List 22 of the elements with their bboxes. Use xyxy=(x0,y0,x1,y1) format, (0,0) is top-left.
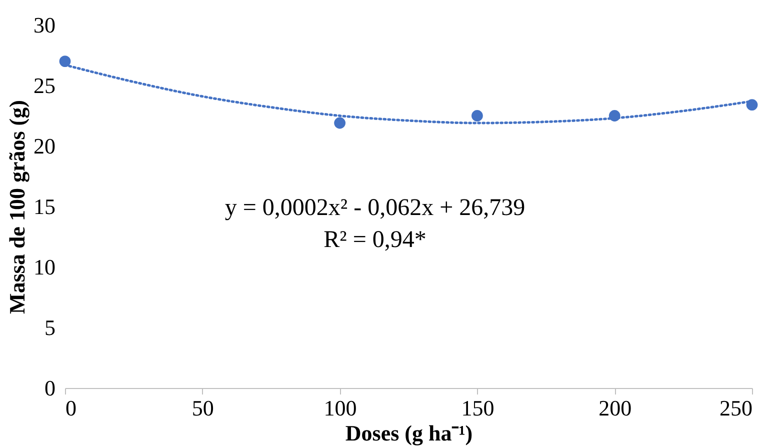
y-axis-title: Massa de 100 grãos (g) xyxy=(4,100,30,314)
point xyxy=(608,110,620,122)
y-tick-label: 20 xyxy=(34,134,56,158)
x-axis-title: Doses (g ha⁻¹) xyxy=(345,420,473,446)
point xyxy=(472,110,483,122)
point xyxy=(59,56,71,67)
annotation: R² = 0,94* xyxy=(324,227,426,253)
x-tick-label: 200 xyxy=(598,396,632,420)
x-tick-label: 250 xyxy=(720,396,752,420)
y-tick-label: 30 xyxy=(34,12,56,38)
y-tick-label: 10 xyxy=(34,254,56,280)
point xyxy=(334,117,346,129)
x-tick-label: 100 xyxy=(324,396,357,420)
point xyxy=(746,99,758,111)
x-tick-label: 150 xyxy=(461,396,494,420)
y-tick-label: 15 xyxy=(34,194,56,219)
x-tick-label: 50 xyxy=(192,396,214,420)
y-tick-label: 25 xyxy=(34,73,56,98)
y-tick-label: 0 xyxy=(44,376,56,400)
annotation: y = 0,0002x² - 0,062x + 26,739 xyxy=(224,195,526,221)
x-tick-label: 0 xyxy=(66,396,76,420)
y-tick-label: 5 xyxy=(44,315,56,340)
